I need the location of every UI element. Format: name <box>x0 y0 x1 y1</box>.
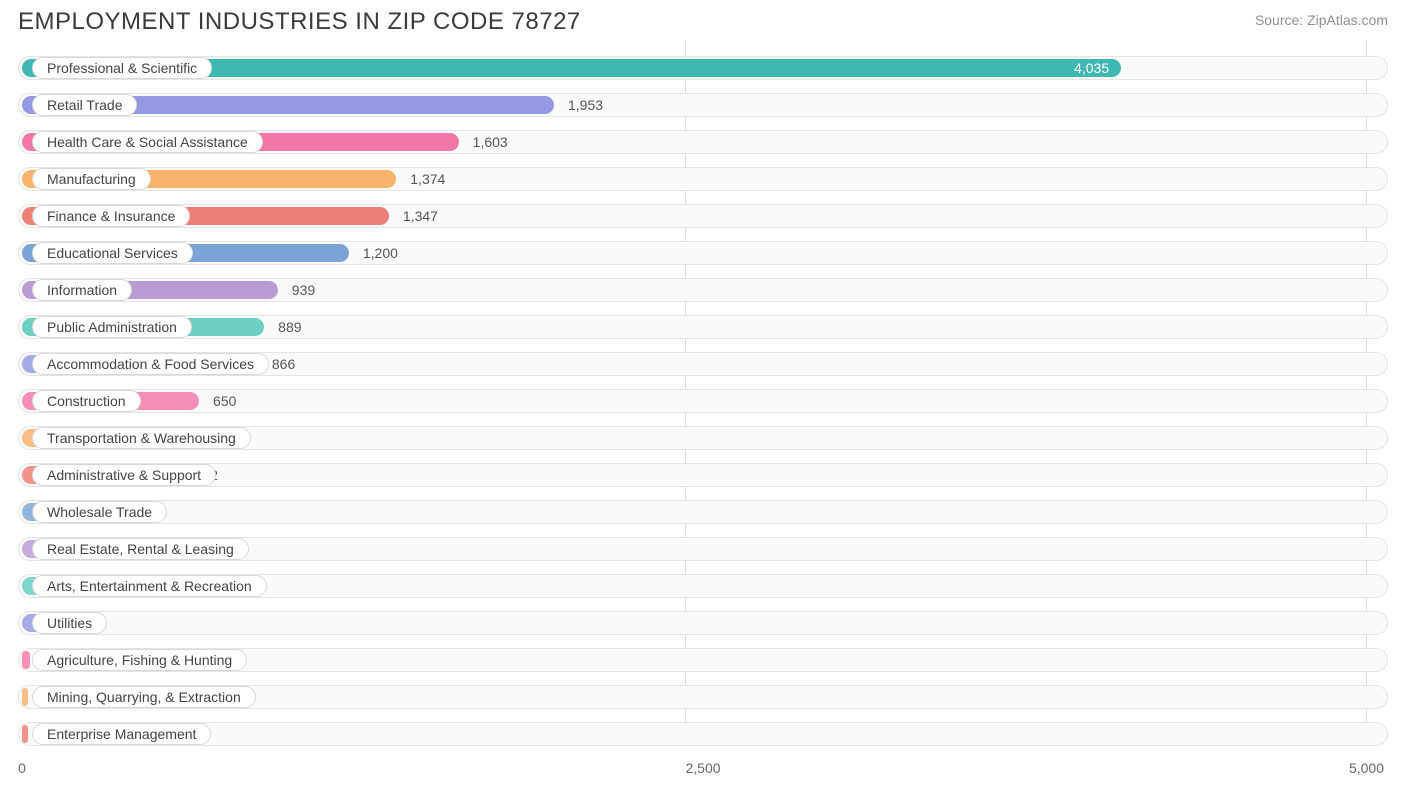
bar-value-label: 866 <box>272 356 295 372</box>
bar-track <box>18 611 1388 635</box>
x-axis-tick-label: 0 <box>18 760 26 776</box>
bar-category-pill: Administrative & Support <box>32 464 216 486</box>
bar-category-pill: Agriculture, Fishing & Hunting <box>32 649 247 671</box>
bar-category-pill: Public Administration <box>32 316 192 338</box>
bar-category-pill: Manufacturing <box>32 168 151 190</box>
bar-track <box>18 722 1388 746</box>
bar <box>22 688 28 706</box>
x-axis: 0 2,500 5,000 <box>18 756 1388 786</box>
bar-category-pill: Accommodation & Food Services <box>32 353 269 375</box>
bar-track <box>18 463 1388 487</box>
bar-value-label: 889 <box>278 319 301 335</box>
bar-category-pill: Transportation & Warehousing <box>32 427 251 449</box>
bar-row: 16Mining, Quarrying, & Extraction <box>18 679 1388 715</box>
bar-category-pill: Arts, Entertainment & Recreation <box>32 575 267 597</box>
bar-row: 1,200 Educational Services <box>18 235 1388 271</box>
bar-category-pill: Mining, Quarrying, & Extraction <box>32 686 256 708</box>
bar-category-pill: Information <box>32 279 132 301</box>
bar-row: 939 Information <box>18 272 1388 308</box>
bar-category-pill: Retail Trade <box>32 94 137 116</box>
bar-row: 1,347 Finance & Insurance <box>18 198 1388 234</box>
bar-category-pill: Construction <box>32 390 141 412</box>
bar-row: 191Arts, Entertainment & Recreation <box>18 568 1388 604</box>
bar-row: 4,035 Professional & Scientific <box>18 50 1388 86</box>
bar-row: 1,374 Manufacturing <box>18 161 1388 197</box>
bar-value-label: 1,374 <box>410 171 445 187</box>
bar-row: 866Accommodation & Food Services <box>18 346 1388 382</box>
bar-row: 87Utilities <box>18 605 1388 641</box>
bar-value-label: 1,347 <box>403 208 438 224</box>
bar <box>22 725 28 743</box>
chart-header: EMPLOYMENT INDUSTRIES IN ZIP CODE 78727 … <box>0 0 1406 40</box>
bar-category-pill: Utilities <box>32 612 107 634</box>
bar-row: 1,603 Health Care & Social Assistance <box>18 124 1388 160</box>
x-axis-tick-label: 5,000 <box>1349 760 1384 776</box>
bar-value-label: 1,603 <box>473 134 508 150</box>
bar-row: 889 Public Administration <box>18 309 1388 345</box>
bar-row: 650Transportation & Warehousing <box>18 420 1388 456</box>
chart-plot-area: 4,035 Professional & Scientific 1,953 Retai… <box>0 40 1406 752</box>
bar-value-label: 1,200 <box>363 245 398 261</box>
bar-category-pill: Professional & Scientific <box>32 57 212 79</box>
bar-row: 360Wholesale Trade <box>18 494 1388 530</box>
bar-row: 16Enterprise Management <box>18 716 1388 752</box>
bar-track <box>18 500 1388 524</box>
bar-value-label: 650 <box>213 393 236 409</box>
bar-category-pill: Finance & Insurance <box>32 205 190 227</box>
bar-category-pill: Enterprise Management <box>32 723 211 745</box>
x-axis-tick-label: 2,500 <box>685 760 720 776</box>
chart-source: Source: ZipAtlas.com <box>1255 8 1388 28</box>
bar-row: 292Real Estate, Rental & Leasing <box>18 531 1388 567</box>
bar-value-label: 939 <box>292 282 315 298</box>
bar-row: 582Administrative & Support <box>18 457 1388 493</box>
bar-value-label: 1,953 <box>568 97 603 113</box>
bar-row: 1,953 Retail Trade <box>18 87 1388 123</box>
bar-category-pill: Real Estate, Rental & Leasing <box>32 538 249 560</box>
bar-category-pill: Health Care & Social Assistance <box>32 131 263 153</box>
bar-row: 31Agriculture, Fishing & Hunting <box>18 642 1388 678</box>
chart-title: EMPLOYMENT INDUSTRIES IN ZIP CODE 78727 <box>18 8 581 36</box>
bar <box>22 651 30 669</box>
bar-category-pill: Wholesale Trade <box>32 501 167 523</box>
bar-category-pill: Educational Services <box>32 242 193 264</box>
bar-row: 650 Construction <box>18 383 1388 419</box>
bar-value-label: 4,035 <box>1074 60 1109 76</box>
